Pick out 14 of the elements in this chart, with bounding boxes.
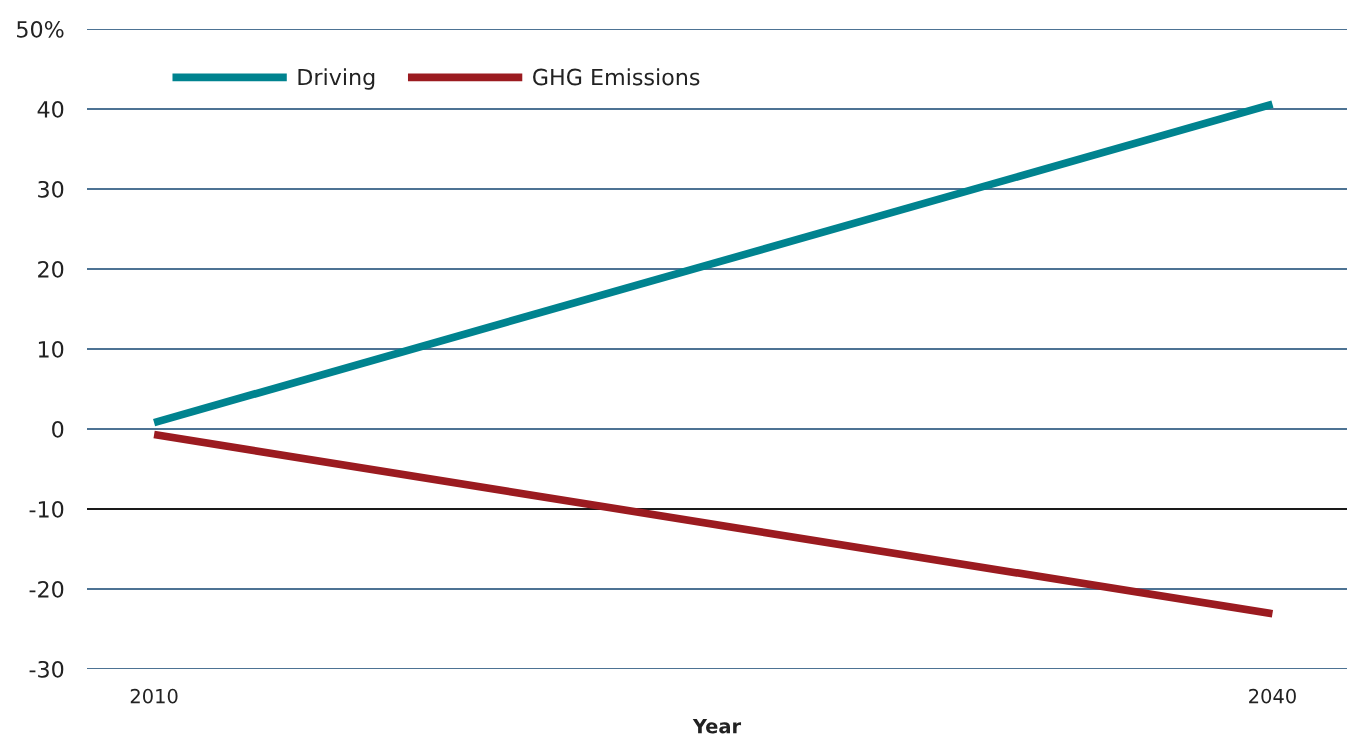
legend-label: GHG Emissions [533, 68, 700, 86]
y-tick-label: 50% [17, 20, 64, 38]
x-tick-label: 2010 [130, 688, 178, 704]
y-tick-label: -10 [29, 500, 64, 518]
y-tick-label: -30 [29, 660, 64, 678]
y-tick-label: 0 [52, 420, 64, 438]
y-tick-label: 30 [38, 180, 64, 198]
legend-label: Driving [298, 68, 375, 90]
y-tick-label: 20 [38, 260, 64, 278]
x-tick-label: 2040 [1249, 688, 1296, 704]
y-tick-label: 10 [38, 340, 64, 358]
y-tick-label: -20 [29, 580, 64, 598]
x-axis-title: Year [692, 718, 742, 734]
y-tick-label: 40 [37, 100, 64, 118]
